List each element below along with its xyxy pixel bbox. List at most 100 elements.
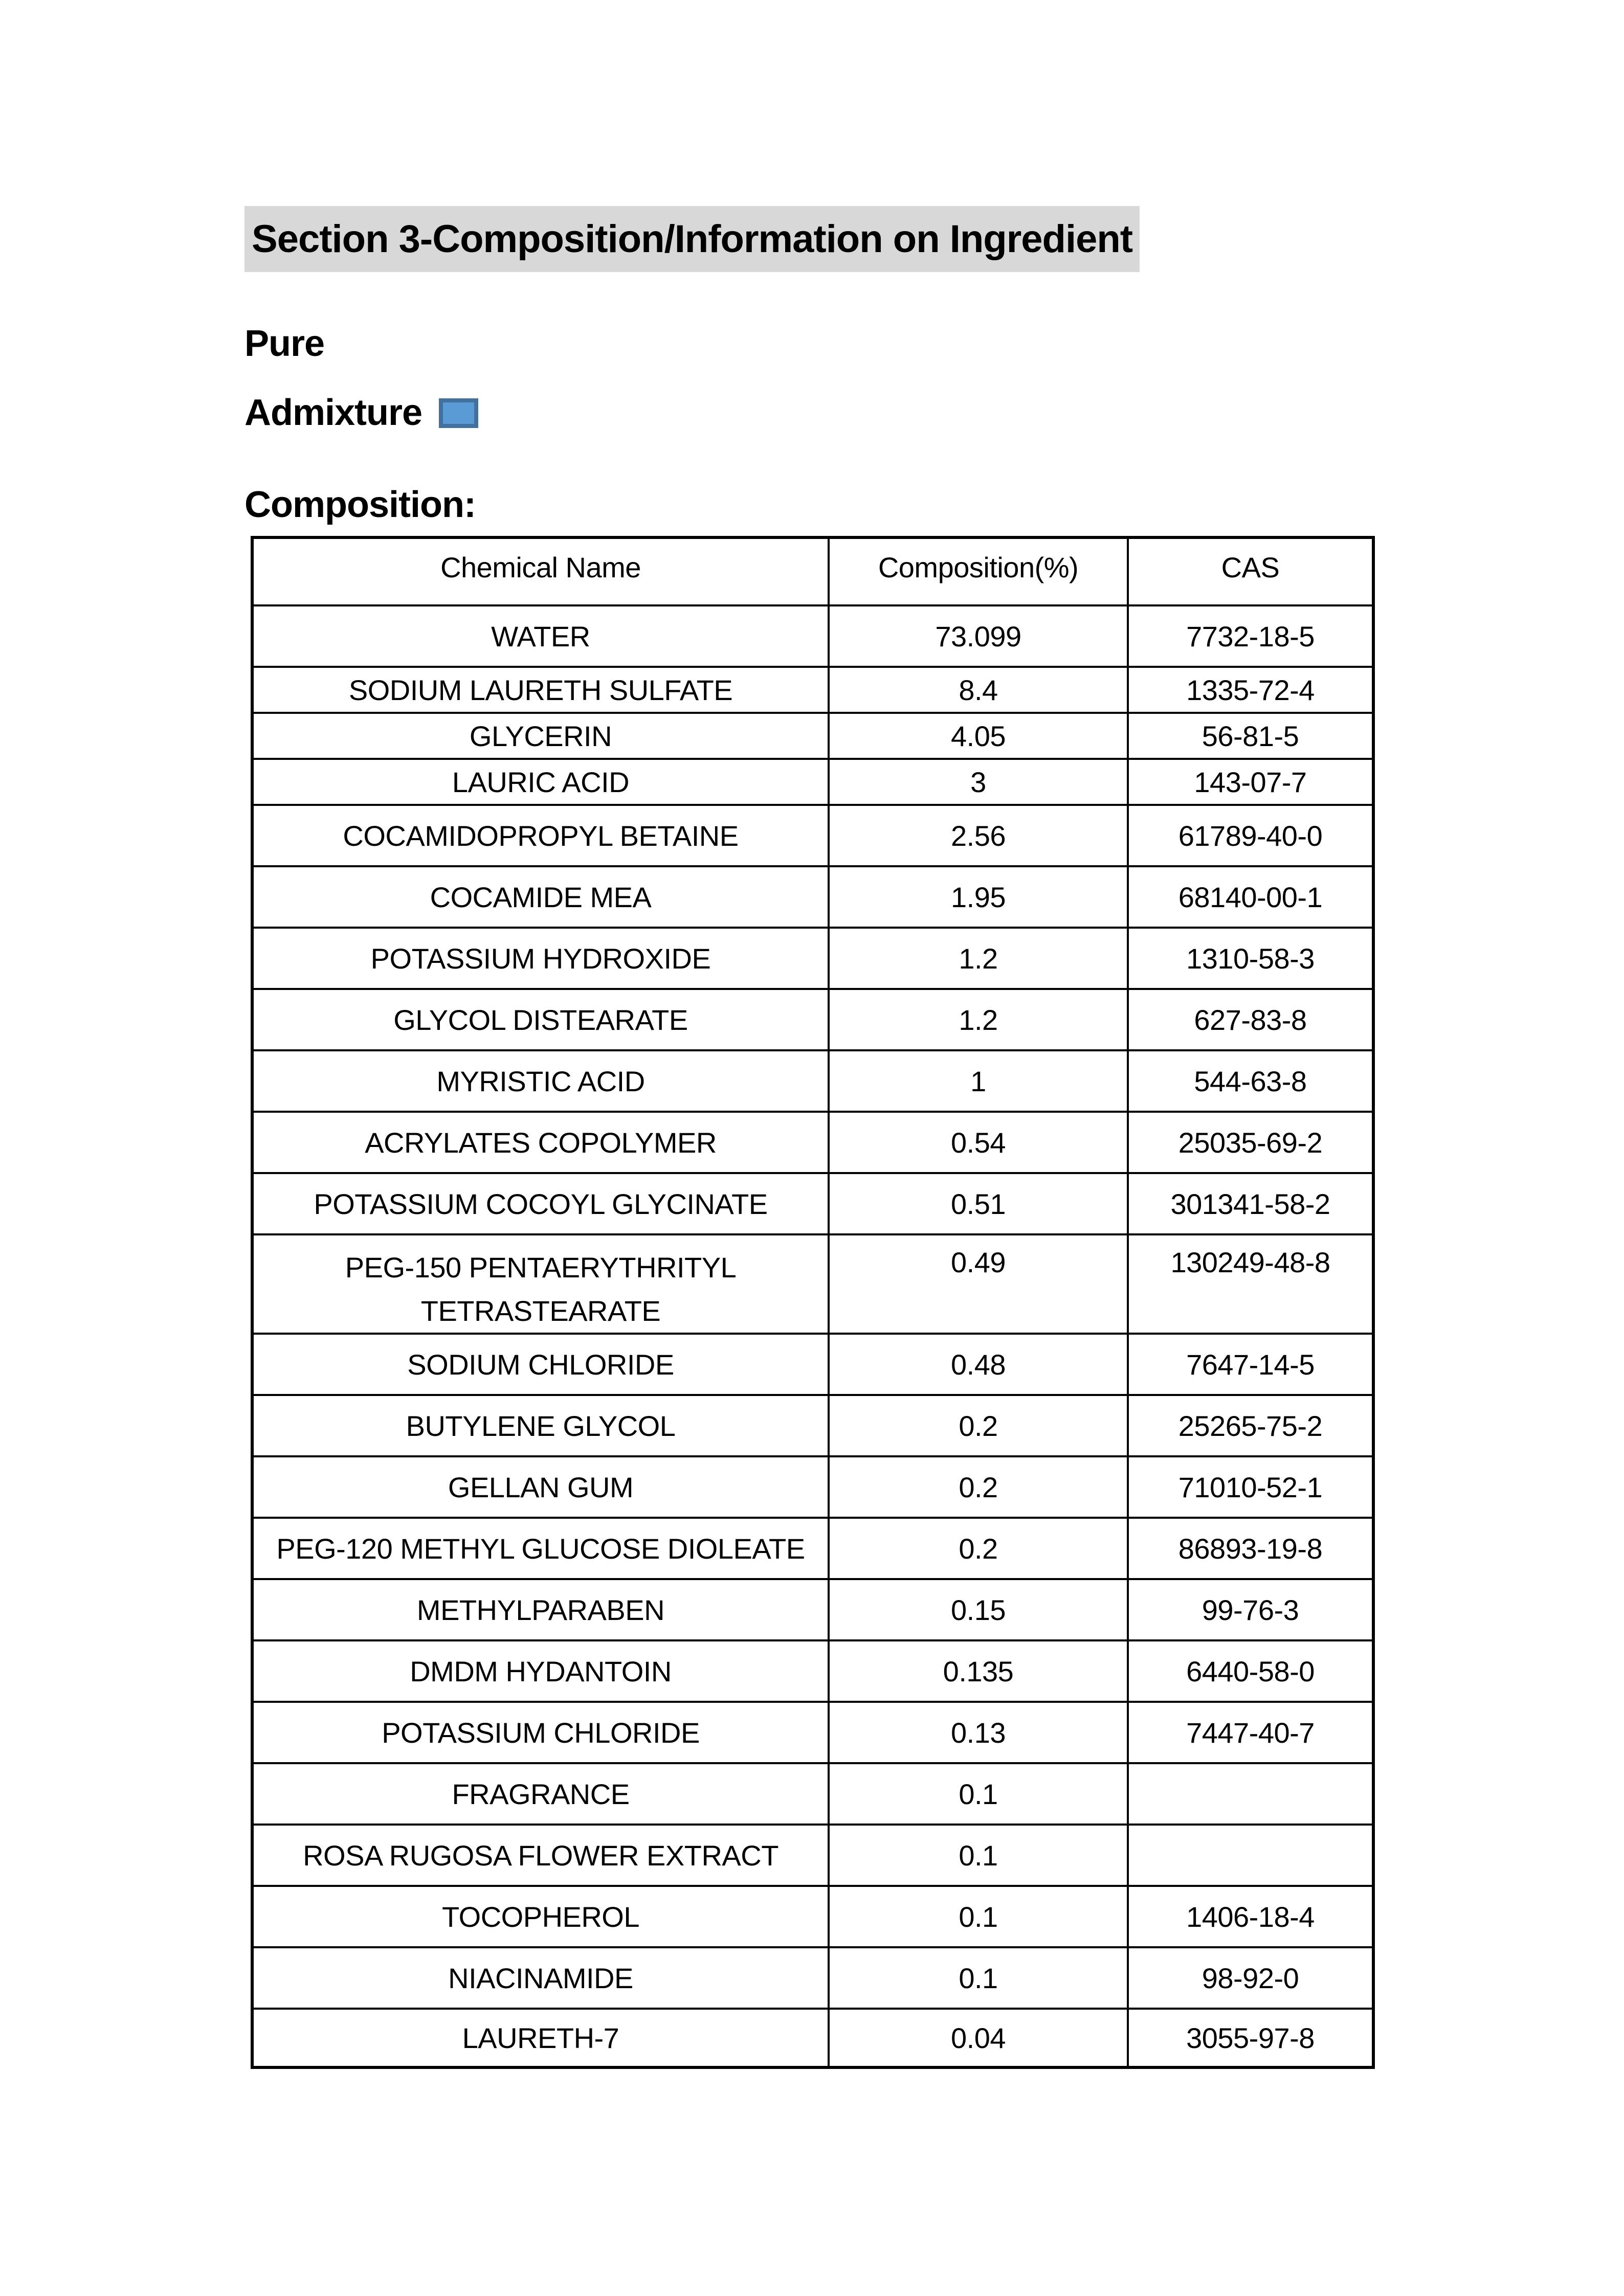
chemical-name-cell: SODIUM LAURETH SULFATE [251, 666, 830, 714]
table-row: LAURIC ACID 3 143-07-7 [251, 758, 1374, 806]
table-row: LAURETH-7 0.04 3055-97-8 [251, 2008, 1374, 2069]
chemical-name-cell: PEG-120 METHYL GLUCOSE DIOLEATE [251, 1517, 830, 1581]
table-row: METHYLPARABEN 0.15 99-76-3 [251, 1578, 1374, 1642]
table-row: TOCOPHEROL 0.1 1406-18-4 [251, 1885, 1374, 1949]
chemical-name-cell: POTASSIUM COCOYL GLYCINATE [251, 1172, 830, 1235]
table-row: MYRISTIC ACID 1 544-63-8 [251, 1049, 1374, 1113]
cas-number-cell: 627-83-8 [1127, 988, 1374, 1051]
cas-number-cell: 3055-97-8 [1127, 2008, 1374, 2069]
composition-percent-cell: 0.1 [828, 1762, 1129, 1826]
cas-number-cell: 1310-58-3 [1127, 927, 1374, 990]
table-row: POTASSIUM CHLORIDE 0.13 7447-40-7 [251, 1701, 1374, 1765]
cas-number-cell: 7732-18-5 [1127, 604, 1374, 668]
chemical-name-cell: COCAMIDOPROPYL BETAINE [251, 804, 830, 867]
composition-label: Composition: [244, 484, 476, 525]
table-row: GELLAN GUM 0.2 71010-52-1 [251, 1455, 1374, 1519]
table-row: NIACINAMIDE 0.1 98-92-0 [251, 1946, 1374, 2010]
table-row: COCAMIDOPROPYL BETAINE 2.56 61789-40-0 [251, 804, 1374, 867]
cas-number-cell: 1406-18-4 [1127, 1885, 1374, 1949]
cas-number-cell: 544-63-8 [1127, 1049, 1374, 1113]
composition-percent-cell: 73.099 [828, 604, 1129, 668]
chemical-name-cell: GLYCERIN [251, 712, 830, 760]
composition-percent-cell: 0.135 [828, 1639, 1129, 1703]
composition-percent-cell: 1.2 [828, 927, 1129, 990]
column-header-chemical-name: Chemical Name [251, 536, 830, 606]
table-row: WATER 73.099 7732-18-5 [251, 604, 1374, 668]
chemical-name-cell: LAURIC ACID [251, 758, 830, 806]
composition-percent-cell: 0.2 [828, 1517, 1129, 1581]
table-row: PEG-120 METHYL GLUCOSE DIOLEATE 0.2 8689… [251, 1517, 1374, 1581]
composition-percent-cell: 0.1 [828, 1946, 1129, 2010]
chemical-name-cell: DMDM HYDANTOIN [251, 1639, 830, 1703]
chemical-name-cell: FRAGRANCE [251, 1762, 830, 1826]
table-row: COCAMIDE MEA 1.95 68140-00-1 [251, 865, 1374, 929]
cas-number-cell: 86893-19-8 [1127, 1517, 1374, 1581]
composition-percent-cell: 2.56 [828, 804, 1129, 867]
cas-number-cell: 61789-40-0 [1127, 804, 1374, 867]
table-row: POTASSIUM HYDROXIDE 1.2 1310-58-3 [251, 927, 1374, 990]
chemical-name-cell: MYRISTIC ACID [251, 1049, 830, 1113]
chemical-name-cell: METHYLPARABEN [251, 1578, 830, 1642]
cas-number-cell: 130249-48-8 [1127, 1233, 1374, 1335]
cas-number-cell [1127, 1762, 1374, 1826]
admixture-checkbox[interactable] [439, 398, 479, 428]
admixture-row: Admixture [244, 391, 479, 434]
table-row: BUTYLENE GLYCOL 0.2 25265-75-2 [251, 1394, 1374, 1458]
composition-percent-cell: 0.48 [828, 1333, 1129, 1397]
composition-percent-cell: 0.1 [828, 1824, 1129, 1887]
table-row: FRAGRANCE 0.1 [251, 1762, 1374, 1826]
admixture-label: Admixture [244, 392, 422, 433]
table-row: SODIUM LAURETH SULFATE 8.4 1335-72-4 [251, 666, 1374, 714]
chemical-name-cell: BUTYLENE GLYCOL [251, 1394, 830, 1458]
composition-percent-cell: 4.05 [828, 712, 1129, 760]
pure-label: Pure [244, 323, 325, 364]
composition-percent-cell: 8.4 [828, 666, 1129, 714]
table-row: ACRYLATES COPOLYMER 0.54 25035-69-2 [251, 1111, 1374, 1174]
composition-percent-cell: 0.2 [828, 1455, 1129, 1519]
chemical-name-cell: POTASSIUM HYDROXIDE [251, 927, 830, 990]
cas-number-cell: 25035-69-2 [1127, 1111, 1374, 1174]
table-row: DMDM HYDANTOIN 0.135 6440-58-0 [251, 1639, 1374, 1703]
cas-number-cell: 68140-00-1 [1127, 865, 1374, 929]
composition-percent-cell: 3 [828, 758, 1129, 806]
cas-number-cell: 25265-75-2 [1127, 1394, 1374, 1458]
cas-number-cell: 7647-14-5 [1127, 1333, 1374, 1397]
column-header-cas: CAS [1127, 536, 1374, 606]
composition-percent-cell: 0.15 [828, 1578, 1129, 1642]
cas-number-cell: 301341-58-2 [1127, 1172, 1374, 1235]
composition-percent-cell: 0.51 [828, 1172, 1129, 1235]
table-row: GLYCOL DISTEARATE 1.2 627-83-8 [251, 988, 1374, 1051]
composition-percent-cell: 1 [828, 1049, 1129, 1113]
cas-number-cell: 143-07-7 [1127, 758, 1374, 806]
composition-percent-cell: 1.2 [828, 988, 1129, 1051]
cas-number-cell: 56-81-5 [1127, 712, 1374, 760]
table-row: GLYCERIN 4.05 56-81-5 [251, 712, 1374, 760]
chemical-name-cell: POTASSIUM CHLORIDE [251, 1701, 830, 1765]
composition-percent-cell: 0.2 [828, 1394, 1129, 1458]
table-row: SODIUM CHLORIDE 0.48 7647-14-5 [251, 1333, 1374, 1397]
cas-number-cell: 71010-52-1 [1127, 1455, 1374, 1519]
table-row: POTASSIUM COCOYL GLYCINATE 0.51 301341-5… [251, 1172, 1374, 1235]
chemical-name-cell: NIACINAMIDE [251, 1946, 830, 2010]
chemical-name-cell: GELLAN GUM [251, 1455, 830, 1519]
composition-percent-cell: 0.13 [828, 1701, 1129, 1765]
chemical-name-cell: SODIUM CHLORIDE [251, 1333, 830, 1397]
composition-percent-cell: 0.54 [828, 1111, 1129, 1174]
section-heading: Section 3-Composition/Information on Ing… [244, 206, 1140, 272]
composition-percent-cell: 0.49 [828, 1233, 1129, 1335]
chemical-name-cell: GLYCOL DISTEARATE [251, 988, 830, 1051]
chemical-name-cell: WATER [251, 604, 830, 668]
chemical-name-cell: COCAMIDE MEA [251, 865, 830, 929]
cas-number-cell: 98-92-0 [1127, 1946, 1374, 2010]
column-header-composition-percent: Composition(%) [828, 536, 1129, 606]
cas-number-cell: 99-76-3 [1127, 1578, 1374, 1642]
composition-percent-cell: 0.1 [828, 1885, 1129, 1949]
chemical-name-cell: TOCOPHEROL [251, 1885, 830, 1949]
chemical-name-cell: ACRYLATES COPOLYMER [251, 1111, 830, 1174]
composition-table: Chemical Name Composition(%) CAS WATER 7… [251, 536, 1375, 2069]
cas-number-cell: 7447-40-7 [1127, 1701, 1374, 1765]
table-row: PEG-150 PENTAERYTHRITYL TETRASTEARATE 0.… [251, 1233, 1374, 1335]
chemical-name-cell: ROSA RUGOSA FLOWER EXTRACT [251, 1824, 830, 1887]
composition-percent-cell: 1.95 [828, 865, 1129, 929]
